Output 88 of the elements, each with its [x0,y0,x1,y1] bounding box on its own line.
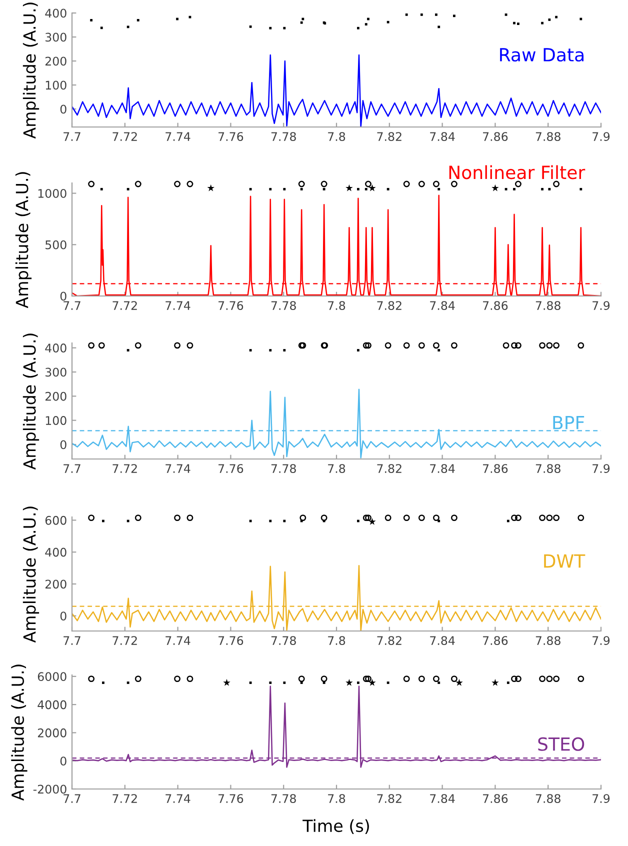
y-tick-label: 300 [46,32,66,42]
x-tick-label: 7.8 [328,794,346,803]
y-tick-label: 500 [46,240,66,250]
x-tick-label: 7.76 [218,301,244,310]
y-tick-label: 200 [45,580,66,589]
x-tick-label: 7.86 [483,301,508,310]
x-tick-label: 7.78 [271,794,296,803]
x-tick-label: 7.84 [430,464,455,473]
x-tick-label: 7.78 [271,464,296,473]
y-tick-label: 400 [45,344,66,352]
y-axis-title: Amplitude (A.U.) [22,334,40,470]
x-tick-label: 7.86 [483,132,508,141]
y-axis-title: Amplitude (A.U.) [15,172,32,308]
text: Raw Data [500,48,584,62]
x-tick-label: 7.78 [271,132,296,141]
x-tick-label: 7.72 [112,794,137,803]
x-tick-label: 7.86 [483,794,508,803]
y-tick-label: 0 [60,440,66,450]
y-axis-title: Amplitude (A.U.) [22,506,40,643]
x-tick-label: 7.86 [483,636,508,645]
x-tick-label: 7.78 [271,301,296,310]
series-label: STEO [538,737,584,751]
x-tick-label: 7.7 [64,636,80,645]
x-tick-label: 7.9 [592,794,610,803]
y-tick-label: 0 [60,292,66,301]
x-tick-label: 7.9 [592,464,610,473]
text: DWT [544,554,586,568]
y-tick-label: 4000 [38,700,66,710]
x-tick-label: 7.88 [536,464,560,473]
y-tick-label: 0 [60,104,66,114]
x-tick-label: 7.9 [592,132,610,141]
y-tick-label: 400 [45,548,66,557]
x-tick-label: 7.8 [328,132,346,141]
x-tick-label: 7.84 [430,636,455,645]
x-tick-label: 7.88 [536,794,560,803]
x-tick-label: 7.7 [64,794,80,803]
y-tick-label: 100 [46,80,66,90]
y-axis-title: Amplitude (A.U.) [11,664,28,801]
x-tick-label: 7.88 [536,301,560,310]
x-tick-label: 7.82 [377,794,402,803]
x-tick-label: 7.82 [377,636,402,645]
x-tick-label: 7.72 [112,301,137,310]
y-tick-label: 1000 [38,188,66,198]
x-tick-label: 7.78 [271,636,296,645]
x-tick-label: 7.8 [328,464,346,473]
x-tick-label: 7.74 [166,464,190,473]
x-tick-label: 7.84 [430,301,455,310]
x-tick-label: 7.72 [112,636,137,645]
x-axis-title: Time (s) [302,819,369,834]
x-tick-label: 7.88 [536,636,560,645]
x-tick-label: 7.74 [166,636,190,645]
series-label: Nonlinear Filter [449,165,586,180]
x-tick-label: 7.76 [218,464,244,473]
x-tick-label: 7.82 [377,464,402,473]
x-tick-label: 7.88 [536,132,560,141]
x-tick-label: 7.72 [112,464,137,473]
y-tick-label: -2000 [33,784,66,794]
x-tick-label: 7.74 [166,301,190,310]
x-tick-label: 7.7 [64,301,80,310]
x-tick-label: 7.82 [377,132,402,141]
x-tick-label: 7.84 [430,794,455,803]
x-tick-label: 7.76 [218,794,244,803]
y-tick-label: 6000 [38,672,66,682]
y-tick-label: 600 [45,516,66,525]
y-tick-label: 100 [46,416,66,425]
x-tick-label: 7.8 [328,636,346,645]
x-tick-label: 7.7 [64,464,80,473]
y-tick-label: 0 [60,756,66,766]
x-tick-label: 7.74 [166,132,190,141]
x-tick-label: 7.74 [166,794,190,803]
x-tick-label: 7.76 [218,132,244,141]
x-tick-label: 7.76 [218,636,244,645]
y-tick-label: 300 [46,368,66,377]
y-tick-label: 0 [60,612,66,621]
x-tick-label: 7.9 [592,636,610,645]
y-tick-label: 400 [45,8,66,18]
x-tick-label: 7.7 [64,132,80,141]
y-tick-label: 200 [45,56,66,66]
x-tick-label: 7.8 [328,301,346,310]
series-label: BPF [553,416,584,430]
y-tick-label: 200 [45,392,66,401]
x-tick-label: 7.86 [483,464,508,473]
y-tick-label: 2000 [38,728,66,738]
x-tick-label: 7.9 [592,301,610,310]
y-axis-title: Amplitude (A.U.) [22,2,40,139]
x-tick-label: 7.82 [377,301,402,310]
x-tick-label: 7.84 [430,132,455,141]
x-tick-label: 7.72 [112,132,137,141]
